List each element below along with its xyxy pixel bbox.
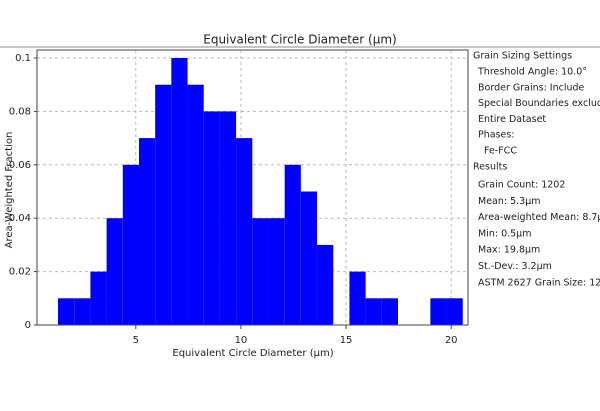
panel-results-heading: Results [473,162,507,173]
bar [122,164,139,325]
bar [106,218,123,325]
panel-setting: Phases: [478,130,515,141]
bar [349,271,366,325]
bar [171,58,188,326]
bar [300,191,318,325]
bar [446,298,463,325]
x-tick-label: 15 [340,335,353,346]
x-tick-label: 10 [235,335,248,346]
bar [381,298,398,325]
panel-heading: Grain Sizing Settings [473,51,572,62]
bar [187,84,204,325]
panel-setting: Threshold Angle: 10.0° [477,67,587,78]
panel-result: Min: 0.5µm [478,228,531,239]
bar [252,218,269,325]
bar [236,138,253,325]
bar [90,271,107,325]
bar [74,298,91,325]
panel-result: St.-Dev.: 3.2µm [478,261,552,272]
panel-phase: Fe-FCC [484,146,517,157]
panel-result: ASTM 2627 Grain Size: 12 [478,277,600,288]
bar [58,298,75,325]
y-tick-label: 0.08 [9,106,31,117]
y-tick-label: 0.1 [15,53,31,64]
bar [365,298,382,325]
panel-result: Grain Count: 1202 [478,180,565,191]
plot-frame [36,49,469,326]
panel-setting: Border Grains: Include [478,82,585,93]
x-tick-label: 20 [445,335,458,346]
y-tick-label: 0.04 [9,213,31,224]
y-tick-label: 0.06 [9,160,31,171]
y-tick-label: 0 [25,320,31,331]
panel-result: Mean: 5.3µm [478,196,541,207]
panel-setting: Entire Dataset [478,114,546,125]
x-axis-label: Equivalent Circle Diameter (µm) [172,348,333,359]
bar [219,111,237,325]
bar [155,84,172,325]
bar [317,244,334,325]
bar [430,298,447,325]
panel-result: Area-weighted Mean: 8.7µm [478,212,600,223]
bar [268,218,285,325]
chart-title: Equivalent Circle Diameter (µm) [203,33,396,47]
y-tick-label: 0.02 [9,267,31,278]
panel-setting: Special Boundaries excluded [478,98,600,109]
x-tick-label: 5 [133,335,139,346]
panel-result: Max: 19.8µm [478,245,540,256]
bar [203,111,220,325]
y-axis-label: Area-Weighted Fraction [4,132,15,249]
bar [138,138,156,325]
bar [284,164,301,325]
